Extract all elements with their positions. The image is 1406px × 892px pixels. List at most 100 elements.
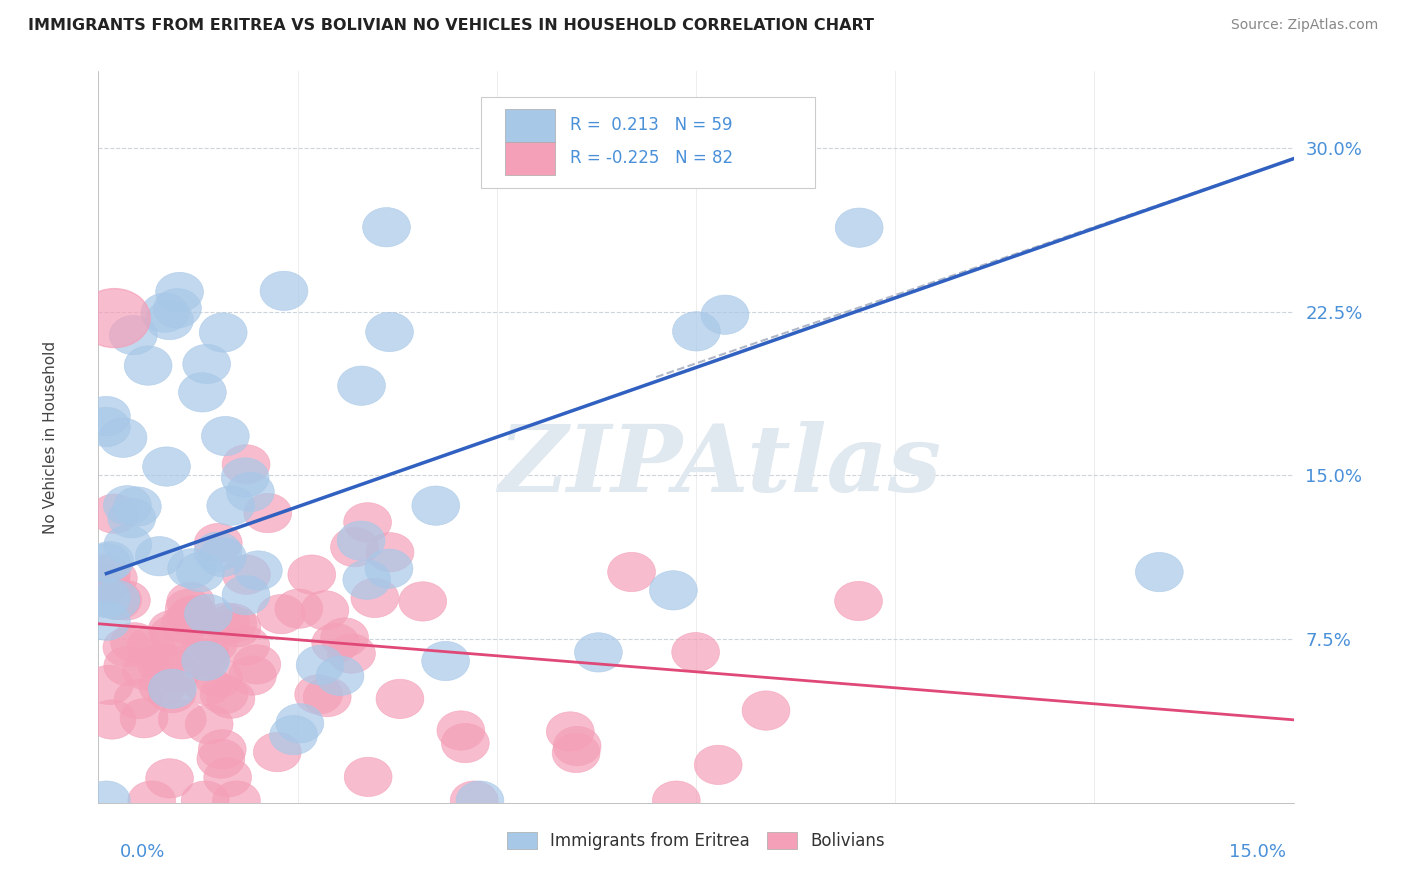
Ellipse shape (343, 560, 391, 599)
Ellipse shape (167, 549, 215, 588)
Ellipse shape (257, 594, 305, 634)
Ellipse shape (695, 745, 742, 785)
Ellipse shape (94, 581, 142, 620)
Ellipse shape (321, 618, 368, 657)
Ellipse shape (702, 295, 749, 334)
Ellipse shape (83, 781, 131, 821)
Ellipse shape (83, 564, 131, 603)
Ellipse shape (204, 757, 252, 797)
FancyBboxPatch shape (505, 142, 555, 175)
Ellipse shape (128, 781, 176, 821)
Ellipse shape (260, 271, 308, 310)
Ellipse shape (209, 604, 257, 643)
Ellipse shape (90, 494, 138, 533)
Ellipse shape (184, 665, 232, 705)
Ellipse shape (111, 623, 159, 662)
Ellipse shape (441, 723, 489, 763)
Ellipse shape (276, 589, 323, 628)
Ellipse shape (148, 673, 195, 713)
Ellipse shape (730, 130, 778, 169)
Ellipse shape (166, 589, 214, 628)
Ellipse shape (197, 739, 245, 779)
Ellipse shape (114, 487, 162, 526)
Ellipse shape (553, 726, 600, 765)
Ellipse shape (200, 674, 247, 714)
Ellipse shape (142, 644, 190, 683)
Ellipse shape (270, 715, 318, 755)
Ellipse shape (194, 524, 242, 563)
Ellipse shape (146, 759, 194, 798)
Text: 15.0%: 15.0% (1229, 843, 1286, 861)
Text: R =  0.213   N = 59: R = 0.213 N = 59 (571, 117, 733, 135)
Ellipse shape (190, 624, 238, 664)
Ellipse shape (141, 293, 188, 333)
Ellipse shape (149, 669, 197, 708)
Ellipse shape (91, 580, 139, 619)
Ellipse shape (337, 521, 385, 560)
Ellipse shape (534, 130, 582, 169)
Ellipse shape (399, 582, 447, 621)
Ellipse shape (328, 634, 375, 673)
FancyBboxPatch shape (505, 109, 555, 143)
Ellipse shape (156, 272, 204, 311)
Ellipse shape (83, 543, 131, 583)
Ellipse shape (366, 312, 413, 351)
Ellipse shape (159, 699, 207, 739)
Ellipse shape (207, 679, 254, 718)
Text: 0.0%: 0.0% (120, 843, 165, 861)
Ellipse shape (337, 366, 385, 405)
Ellipse shape (186, 705, 233, 744)
Ellipse shape (229, 656, 277, 695)
Ellipse shape (226, 472, 274, 512)
Ellipse shape (120, 698, 167, 738)
Ellipse shape (295, 674, 343, 714)
Ellipse shape (366, 533, 413, 572)
Text: ZIPAtlas: ZIPAtlas (498, 421, 942, 511)
Ellipse shape (183, 344, 231, 384)
Text: Source: ZipAtlas.com: Source: ZipAtlas.com (1230, 18, 1378, 32)
Ellipse shape (149, 615, 197, 655)
Ellipse shape (194, 532, 242, 571)
Ellipse shape (198, 537, 246, 576)
Ellipse shape (222, 445, 270, 484)
Legend: Immigrants from Eritrea, Bolivians: Immigrants from Eritrea, Bolivians (501, 825, 891, 856)
Ellipse shape (222, 555, 270, 594)
Ellipse shape (104, 647, 152, 686)
Ellipse shape (179, 373, 226, 412)
Ellipse shape (83, 554, 131, 593)
Ellipse shape (90, 558, 138, 599)
Ellipse shape (297, 646, 344, 685)
Text: R = -0.225   N = 82: R = -0.225 N = 82 (571, 149, 734, 168)
Ellipse shape (221, 458, 269, 497)
Ellipse shape (100, 418, 148, 458)
Ellipse shape (89, 700, 136, 739)
Ellipse shape (86, 541, 134, 581)
Ellipse shape (553, 733, 600, 772)
Ellipse shape (214, 607, 262, 647)
Ellipse shape (672, 632, 720, 672)
Ellipse shape (201, 417, 249, 456)
Ellipse shape (222, 575, 270, 615)
Ellipse shape (83, 408, 131, 447)
Ellipse shape (142, 447, 190, 486)
Ellipse shape (170, 596, 218, 635)
Ellipse shape (104, 525, 152, 565)
Ellipse shape (180, 631, 228, 670)
Ellipse shape (153, 289, 201, 328)
Ellipse shape (672, 311, 720, 351)
Ellipse shape (835, 208, 883, 247)
Ellipse shape (288, 555, 336, 594)
Ellipse shape (412, 486, 460, 525)
Ellipse shape (207, 486, 254, 525)
Ellipse shape (253, 732, 301, 772)
Ellipse shape (124, 346, 172, 385)
Ellipse shape (235, 551, 283, 591)
Ellipse shape (148, 610, 195, 649)
Text: IMMIGRANTS FROM ERITREA VS BOLIVIAN NO VEHICLES IN HOUSEHOLD CORRELATION CHART: IMMIGRANTS FROM ERITREA VS BOLIVIAN NO V… (28, 18, 875, 33)
Ellipse shape (547, 712, 595, 751)
Ellipse shape (104, 485, 152, 524)
Ellipse shape (304, 677, 352, 717)
Ellipse shape (607, 552, 655, 591)
Ellipse shape (330, 527, 378, 566)
Ellipse shape (135, 537, 183, 576)
